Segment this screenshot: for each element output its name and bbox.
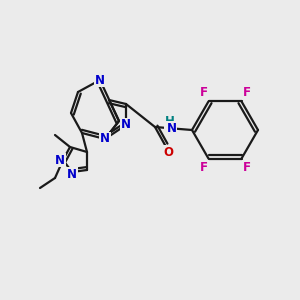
Text: F: F — [242, 161, 250, 174]
Text: N: N — [121, 118, 131, 131]
Text: N: N — [55, 154, 65, 166]
Text: H: H — [165, 115, 174, 128]
Text: N: N — [95, 74, 105, 86]
Text: O: O — [163, 146, 173, 158]
Text: N: N — [67, 167, 77, 181]
Text: N: N — [100, 133, 110, 146]
Text: N: N — [167, 122, 176, 135]
Text: F: F — [200, 86, 208, 99]
Text: F: F — [242, 86, 250, 99]
Text: F: F — [200, 161, 208, 174]
